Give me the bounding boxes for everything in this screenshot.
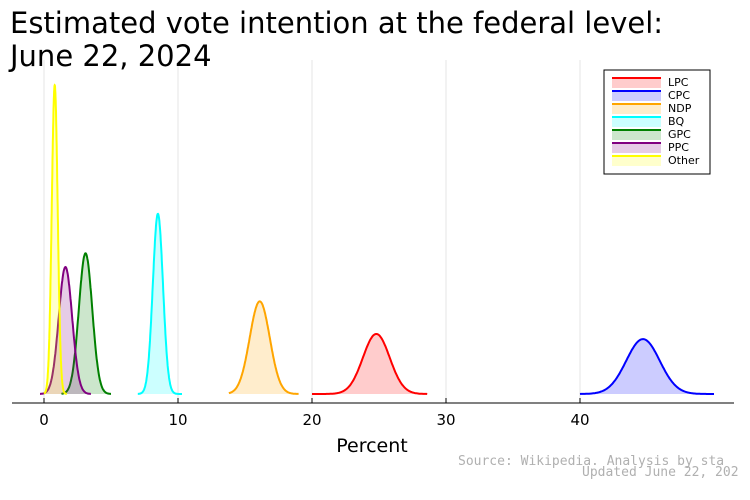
legend-item-bq: BQ <box>612 115 685 128</box>
density-areas <box>40 83 714 395</box>
density-line-other <box>43 83 67 395</box>
x-tick-label-10: 10 <box>168 411 187 429</box>
density-fill-bq <box>137 213 182 394</box>
density-line-cpc <box>579 338 714 395</box>
x-tick-label-40: 40 <box>570 411 589 429</box>
x-axis-label: Percent <box>336 435 408 457</box>
legend-label-ppc: PPC <box>668 141 689 154</box>
legend-swatch-bq <box>612 117 661 127</box>
x-axis-ticks: 0 10 20 30 40 <box>39 398 590 429</box>
legend-label-bq: BQ <box>668 115 685 128</box>
chart-title-line-1: Estimated vote intention at the federal … <box>10 6 663 40</box>
legend-item-ppc: PPC <box>612 141 689 154</box>
x-tick-label-30: 30 <box>436 411 455 429</box>
grid-lines <box>43 60 581 403</box>
density-line-ndp <box>228 300 299 395</box>
density-fill-ppc <box>40 267 91 394</box>
density-fill-gpc <box>61 253 111 394</box>
legend-swatch-ndp <box>612 104 661 114</box>
footer-source: Source: Wikipedia. Analysis by sta <box>458 454 724 469</box>
density-fill-cpc <box>580 339 714 394</box>
density-fill-ndp <box>228 301 299 394</box>
density-line-gpc <box>61 252 111 395</box>
legend-item-lpc: LPC <box>612 76 689 89</box>
legend-label-other: Other <box>668 154 700 167</box>
density-line-bq <box>137 212 182 395</box>
legend-swatch-gpc <box>612 130 661 140</box>
legend-label-cpc: CPC <box>668 89 690 102</box>
density-fill-other <box>44 85 67 394</box>
x-tick-label-20: 20 <box>302 411 321 429</box>
legend-swatch-cpc <box>612 91 661 101</box>
legend-item-cpc: CPC <box>612 89 690 102</box>
x-tick-label-0: 0 <box>39 411 49 429</box>
density-line-ppc <box>40 265 91 395</box>
legend-item-ndp: NDP <box>612 102 692 115</box>
legend-label-lpc: LPC <box>668 76 689 89</box>
legend-item-gpc: GPC <box>612 128 691 141</box>
legend-swatch-other <box>612 156 661 166</box>
legend-label-gpc: GPC <box>668 128 691 141</box>
legend-item-other: Other <box>612 154 700 167</box>
legend-label-ndp: NDP <box>668 102 692 115</box>
legend-swatch-ppc <box>612 143 661 153</box>
density-line-lpc <box>312 333 428 395</box>
legend-swatch-lpc <box>612 78 661 88</box>
chart-title-line-2: June 22, 2024 <box>8 39 212 73</box>
footer-updated: Updated June 22, 202 <box>582 465 739 480</box>
